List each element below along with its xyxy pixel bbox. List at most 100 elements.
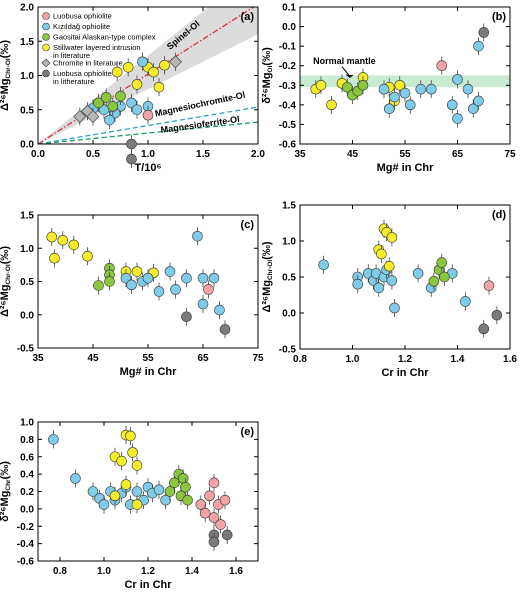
data-point-k-z-lda-ophiolite [383, 103, 395, 115]
plot-frame [299, 204, 511, 350]
y-tick-label: 0.0 [20, 504, 34, 515]
data-point-stillwater-layered-intrusion-in-literature [127, 447, 138, 458]
data-point-stillwater-layered-intrusion-in-literature [386, 232, 398, 243]
x-tick-label: 45 [87, 353, 99, 364]
panel-label: (b) [492, 11, 506, 23]
data-point-luobusa-ophiolite-in-litherature [478, 27, 490, 38]
line-magnesioferrite-ol [37, 121, 259, 145]
legend-marker-luobusa-ophiolite-in-litherature [42, 69, 50, 78]
data-point-k-z-lda-ophiolite [318, 259, 329, 271]
y-axis-title: Δ²⁶MgChr-Ol(‰) [261, 241, 274, 312]
x-tick-label: 75 [504, 149, 516, 160]
data-point-luobusa-ophiolite [203, 284, 214, 295]
data-point-k-z-lda-ophiolite [104, 114, 115, 126]
data-point-stillwater-layered-intrusion-in-literature [49, 252, 60, 264]
y-axis-title: δ²⁶MgChr(‰) [0, 461, 12, 522]
data-point-k-z-lda-ophiolite [87, 486, 99, 497]
data-point-k-z-lda-ophiolite [181, 272, 192, 284]
data-point-k-z-lda-ophiolite [452, 74, 463, 85]
data-point-k-z-lda-ophiolite [126, 279, 137, 291]
data-point-stillwater-layered-intrusion-in-literature [131, 79, 143, 90]
data-point-stillwater-layered-intrusion-in-literature [46, 231, 58, 243]
legend-label-chromite-in-literature: Chromite in literature [53, 59, 123, 68]
line-spinel-ol [37, 6, 255, 145]
data-point-luobusa-ophiolite-in-litherature [126, 138, 137, 150]
x-axis-title: T/10⁶ [134, 162, 161, 174]
legend-label-luobusa-ophiolite: Luobusa ophiolite [53, 12, 112, 21]
data-point-k-z-lda-ophiolite [153, 484, 165, 496]
data-point-k-z-lda-ophiolite [197, 298, 209, 310]
data-point-gaositai-alaskan-type-complex [164, 486, 176, 497]
data-point-luobusa-ophiolite-in-litherature [478, 323, 490, 335]
data-point-k-z-lda-ophiolite [98, 499, 110, 510]
y-tick-label: 1.0 [282, 237, 296, 248]
data-point-k-z-lda-ophiolite [452, 113, 463, 124]
data-point-k-z-lda-ophiolite [153, 286, 165, 297]
y-axis-title: Δ²⁶MgChr-Ol(‰) [0, 246, 12, 317]
y-tick-label: -0.1 [279, 42, 297, 53]
legend-marker-luobusa-ophiolite [42, 12, 50, 20]
data-point-luobusa-ophiolite-in-litherature [126, 153, 137, 165]
x-tick-label: 0.8 [53, 566, 67, 577]
data-point-stillwater-layered-intrusion-in-literature [131, 266, 143, 277]
data-point-k-z-lda-ophiolite [415, 83, 427, 95]
data-point-stillwater-layered-intrusion-in-literature [109, 490, 121, 502]
data-point-k-z-lda-ophiolite [197, 272, 209, 284]
y-tick-label: -0.5 [17, 344, 35, 355]
panel-e: 0.8 1.0 1.2 1.4 1.6 1.0 0.8 0.6 0.4 0.2 0.0 -0.2 -0.… [0, 418, 259, 591]
y-tick-label: -0.6 [17, 557, 35, 568]
data-point-k-z-lda-ophiolite [208, 272, 220, 284]
data-point-k-z-lda-ophiolite [404, 99, 416, 111]
data-point-stillwater-layered-intrusion-in-literature [131, 499, 143, 510]
data-point-stillwater-layered-intrusion-in-literature [120, 479, 132, 490]
data-point-k-z-lda-ophiolite [164, 266, 176, 277]
x-tick-label: 1.6 [229, 566, 243, 577]
y-tick-label: -0.5 [279, 120, 297, 131]
legend-marker-stillwater-layered-intrusion-in-literature [42, 43, 50, 52]
data-point-stillwater-layered-intrusion-in-literature [82, 250, 93, 262]
data-point-stillwater-layered-intrusion-in-literature [131, 460, 143, 471]
data-point-luobusa-ophiolite [483, 280, 495, 291]
data-point-k-z-lda-ophiolite [473, 40, 484, 52]
y-axis-title: Δ²⁶MgChr-Ol(‰) [0, 40, 12, 111]
data-point-gaositai-alaskan-type-complex [104, 276, 115, 287]
data-point-stillwater-layered-intrusion-in-literature [383, 260, 395, 272]
y-tick-label: 1.0 [20, 71, 34, 82]
data-point-gaositai-alaskan-type-complex [115, 90, 126, 102]
y-tick-label: -0.6 [279, 140, 297, 151]
y-tick-label: 0.0 [282, 309, 296, 320]
data-point-stillwater-layered-intrusion-in-literature [326, 99, 337, 111]
data-point-gaositai-alaskan-type-complex [439, 271, 450, 283]
data-point-luobusa-ophiolite [204, 490, 215, 502]
y-tick-label: -0.2 [279, 61, 297, 72]
data-point-k-z-lda-ophiolite [378, 83, 390, 95]
data-point-k-z-lda-ophiolite [462, 83, 474, 95]
x-tick-label: 1.0 [97, 566, 111, 577]
y-tick-label: 0.5 [20, 105, 34, 116]
data-point-k-z-lda-ophiolite [389, 91, 400, 103]
normal-mantle-arrowhead [345, 74, 354, 78]
data-point-stillwater-layered-intrusion-in-literature [153, 81, 165, 93]
x-tick-label: 0.8 [293, 354, 307, 365]
x-tick-label: 55 [399, 149, 411, 160]
panel-label: (e) [241, 426, 255, 438]
data-point-chromite-in-literature [73, 110, 87, 124]
data-point-k-z-lda-ophiolite [131, 486, 143, 497]
data-point-k-z-lda-ophiolite [399, 87, 411, 99]
data-point-luobusa-ophiolite-in-litherature [221, 529, 233, 541]
y-axis-title: δ²⁶MgOl(‰) [261, 47, 274, 104]
data-point-gaositai-alaskan-type-complex [93, 97, 104, 109]
data-point-stillwater-layered-intrusion-in-literature [148, 66, 159, 78]
legend-label-k-z-lda-ophiolite: Kızıldağ ophiolite [53, 22, 110, 31]
panel-b: 35 45 55 65 75 0.1 0.0 -0.1 -0.2 -0.3 -0.4 -0.5 -0.6… [261, 3, 516, 175]
panel-c: 35 45 55 65 75 1.5 1.0 0.5 0.0 -0.5 Mg# in Chr Δ²⁶M… [0, 211, 264, 379]
data-point-gaositai-alaskan-type-complex [177, 473, 189, 484]
data-point-gaositai-alaskan-type-complex [436, 257, 448, 268]
data-point-k-z-lda-ophiolite [473, 95, 484, 107]
legend-marker-chromite-in-literature [41, 58, 51, 68]
data-point-gaositai-alaskan-type-complex [428, 276, 440, 287]
x-tick-label: 2.0 [251, 149, 265, 160]
data-point-luobusa-ophiolite-in-litherature [208, 536, 220, 548]
